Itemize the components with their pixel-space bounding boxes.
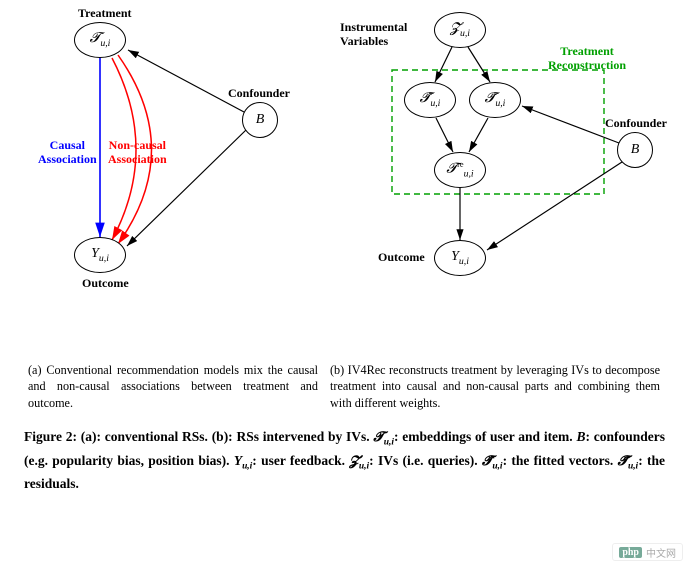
edge-z-hatT [435,47,452,82]
node-tildeT: 𝓣̃u,i [469,82,521,118]
edge-b-to-t [128,50,244,112]
node-outcome: Yu,i [74,237,126,273]
edge-B-Y-right [487,162,622,250]
label-outcome-r: Outcome [378,250,425,264]
edge-tildeT-Tre [469,118,488,152]
node-B-r: B [617,132,653,168]
edge-hatT-Tre [436,118,453,152]
node-treatment: 𝓣u,i [74,22,126,58]
figure-caption: Figure 2: (a): conventional RSs. (b): RS… [0,411,689,493]
caption-a: (a) Conventional recommendation models m… [28,362,318,411]
watermark-text: 中文网 [646,545,676,560]
node-Y-r: Yu,i [434,240,486,276]
label-reconstruction: TreatmentReconstruction [548,44,626,73]
diagram-area: Treatment 𝓣u,i Confounder B Yu,i Outcome… [0,0,689,360]
node-Tre: 𝓣reu,i [434,152,486,188]
label-treatment: Treatment [78,6,132,20]
watermark: php 中文网 [612,543,683,561]
label-confounder-r: Confounder [605,116,667,130]
watermark-logo: php [619,547,642,558]
label-noncausal: Non-causalAssociation [108,138,167,167]
label-causal: CausalAssociation [38,138,97,167]
node-hatT: 𝓣̂u,i [404,82,456,118]
label-confounder: Confounder [228,86,290,100]
caption-b: (b) IV4Rec reconstructs treatment by lev… [330,362,660,411]
label-outcome: Outcome [82,276,129,290]
label-iv: InstrumentalVariables [340,20,407,49]
node-confounder: B [242,102,278,138]
subcaptions: (a) Conventional recommendation models m… [0,362,689,411]
node-iv: 𝓩u,i [434,12,486,48]
edge-z-tildeT [468,47,490,82]
